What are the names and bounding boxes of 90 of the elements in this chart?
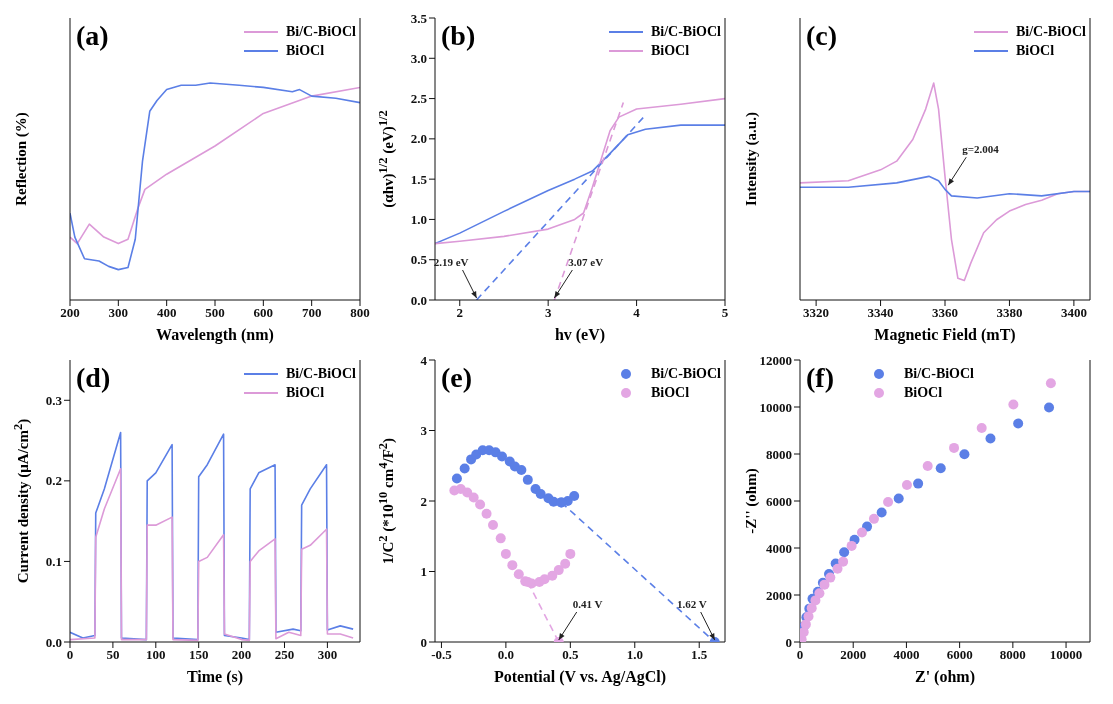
x-tick-label: 6000 [946,647,973,663]
x-tick-label: 3 [544,305,552,321]
y-tick-label: 6000 [766,493,792,509]
y-tick-label: 1 [420,564,427,580]
legend-label: BiOCl [1015,42,1055,60]
chart-title: (f) [806,362,834,394]
y-tick-label: 2 [420,493,427,509]
x-axis-title: Potential (V vs. Ag/AgCl) [492,668,668,686]
y-axis-title: -Z'' (ohm) [742,468,760,534]
annotation: 0.41 V [572,598,603,610]
legend-label: BiOCl [904,384,943,402]
x-tick-label: 0 [796,647,804,663]
y-tick-label: 4 [420,352,428,368]
x-tick-label: 5 [721,305,729,321]
x-tick-label: 700 [301,305,322,321]
y-tick-label: 0.0 [410,292,427,308]
x-tick-label: -0.5 [431,647,453,663]
x-tick-label: 400 [156,305,177,321]
x-tick-label: 200 [60,305,80,321]
x-tick-label: 500 [205,305,225,321]
y-tick-label: 3.5 [410,10,428,26]
y-tick-label: 0 [420,634,427,650]
x-tick-label: 800 [350,305,370,321]
x-tick-label: 2000 [840,647,867,663]
legend-label: BiOCl [285,42,325,60]
annotation: 1.62 V [676,598,707,610]
x-tick-label: 2 [456,305,464,321]
y-tick-label: 0.5 [410,252,428,268]
legend-label: BiOCl [650,42,690,60]
x-tick-label: 300 [108,305,129,321]
x-tick-label: 600 [253,305,274,321]
x-tick-label: 8000 [999,647,1026,663]
x-axis-title: hv (eV) [553,326,607,344]
chart-title: (c) [806,20,838,52]
y-tick-label: 2000 [766,587,792,603]
x-tick-label: 150 [188,647,209,663]
x-tick-label: 0.0 [497,647,515,663]
y-tick-label: 10000 [759,399,792,415]
chart-title: (e) [441,362,473,394]
x-tick-label: 250 [274,647,295,663]
x-axis-title: Z' (ohm) [914,668,976,686]
x-tick-label: 3320 [803,305,830,321]
x-tick-label: 100 [146,647,166,663]
chart-title: (d) [76,362,111,394]
legend-label: BiOCl [285,384,325,402]
y-tick-label: 0.1 [45,554,62,570]
y-axis-title: Reflection (%) [12,112,30,206]
legend-label: Bi/C-BiOCl [285,365,356,383]
y-tick-label: 0 [785,634,792,650]
x-tick-label: 0 [66,647,74,663]
y-tick-label: 3 [420,423,428,439]
y-tick-label: 0.3 [45,392,63,408]
y-tick-label: 12000 [759,352,792,368]
legend-label: Bi/C-BiOCl [904,365,975,383]
y-axis-title: Intensity (a.u.) [742,112,760,206]
legend-label: Bi/C-BiOCl [285,23,356,41]
x-tick-label: 4 [633,305,641,321]
y-tick-label: 1.0 [410,212,427,228]
x-axis-title: Wavelength (nm) [155,326,275,344]
chart-title: (a) [76,20,109,52]
x-tick-label: 1.5 [691,647,708,663]
y-tick-label: 2.0 [410,131,427,147]
y-tick-label: 0.0 [45,634,62,650]
x-tick-label: 4000 [893,647,920,663]
annotation: 2.19 eV [433,256,469,268]
y-tick-label: 1.5 [410,171,428,187]
x-tick-label: 0.5 [562,647,579,663]
legend-label: BiOCl [650,384,690,402]
x-tick-label: 10000 [1049,647,1083,663]
x-tick-label: 3400 [1060,305,1087,321]
chart-title: (b) [441,20,476,52]
x-tick-label: 1.0 [626,647,643,663]
y-tick-label: 4000 [766,540,792,556]
legend-label: Bi/C-BiOCl [1015,23,1086,41]
y-tick-label: 2.5 [410,91,428,107]
annotation: g=2.004 [962,143,1000,156]
legend-label: Bi/C-BiOCl [650,23,721,41]
x-tick-label: 3340 [867,305,894,321]
y-tick-label: 8000 [766,446,792,462]
y-tick-label: 0.2 [45,473,62,489]
x-tick-label: 300 [317,647,338,663]
x-axis-title: Time (s) [185,668,245,686]
x-axis-title: Magnetic Field (mT) [873,326,1017,344]
y-tick-label: 3.0 [410,50,427,66]
x-tick-label: 3360 [932,305,958,321]
x-tick-label: 200 [231,647,252,663]
annotation: 3.07 eV [568,256,604,268]
x-tick-label: 50 [106,647,120,663]
x-tick-label: 3380 [996,305,1023,321]
legend-label: Bi/C-BiOCl [650,365,721,383]
